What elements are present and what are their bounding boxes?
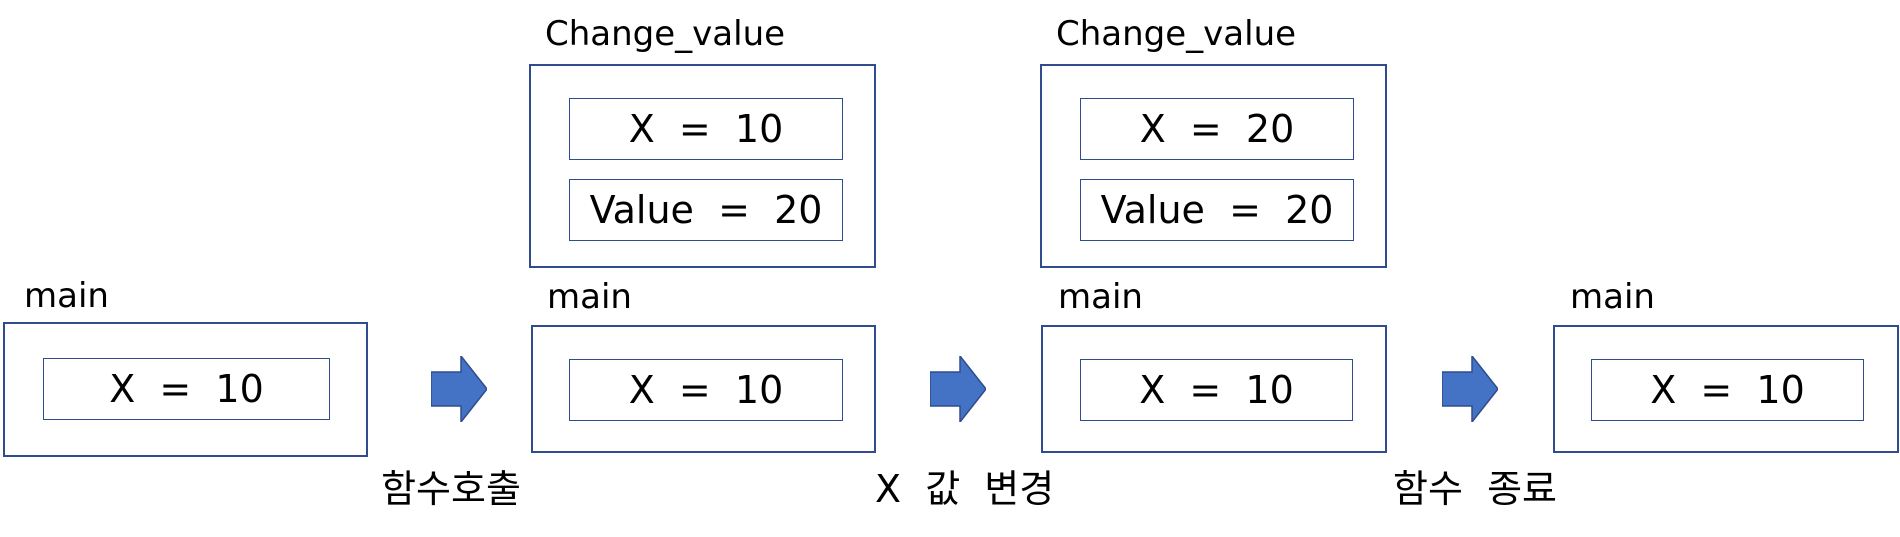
stage3-func-label: Change_value bbox=[1056, 14, 1297, 54]
stage4-main-frame: X = 10 bbox=[1553, 325, 1899, 453]
stage3-func-var-x: X = 20 bbox=[1080, 98, 1354, 160]
step-label-change-x: X 값 변경 bbox=[875, 467, 1055, 511]
stage1-main-var-x: X = 10 bbox=[43, 358, 330, 420]
stage3-func-frame: X = 20 Value = 20 bbox=[1040, 64, 1387, 268]
step-label-function-end: 함수 종료 bbox=[1393, 467, 1557, 511]
stage4-main-var-x: X = 10 bbox=[1591, 359, 1864, 421]
stage2-main-var-x: X = 10 bbox=[569, 359, 843, 421]
right-arrow-icon bbox=[431, 356, 487, 422]
stage2-func-frame: X = 10 Value = 20 bbox=[529, 64, 876, 268]
stage3-func-var-value: Value = 20 bbox=[1080, 179, 1354, 241]
stage2-main-label: main bbox=[547, 277, 632, 317]
stage2-main-frame: X = 10 bbox=[531, 325, 876, 453]
stage3-main-frame: X = 10 bbox=[1041, 325, 1387, 453]
step-label-function-call: 함수호출 bbox=[381, 467, 521, 511]
right-arrow-icon bbox=[1442, 356, 1498, 422]
stage1-main-frame: X = 10 bbox=[3, 322, 368, 457]
stage3-main-label: main bbox=[1058, 277, 1143, 317]
stage2-func-var-value: Value = 20 bbox=[569, 179, 843, 241]
stage2-func-var-x: X = 10 bbox=[569, 98, 843, 160]
stage2-func-label: Change_value bbox=[545, 14, 786, 54]
stage3-main-var-x: X = 10 bbox=[1080, 359, 1353, 421]
stage4-main-label: main bbox=[1570, 277, 1655, 317]
stage1-main-label: main bbox=[24, 276, 109, 316]
right-arrow-icon bbox=[930, 356, 986, 422]
